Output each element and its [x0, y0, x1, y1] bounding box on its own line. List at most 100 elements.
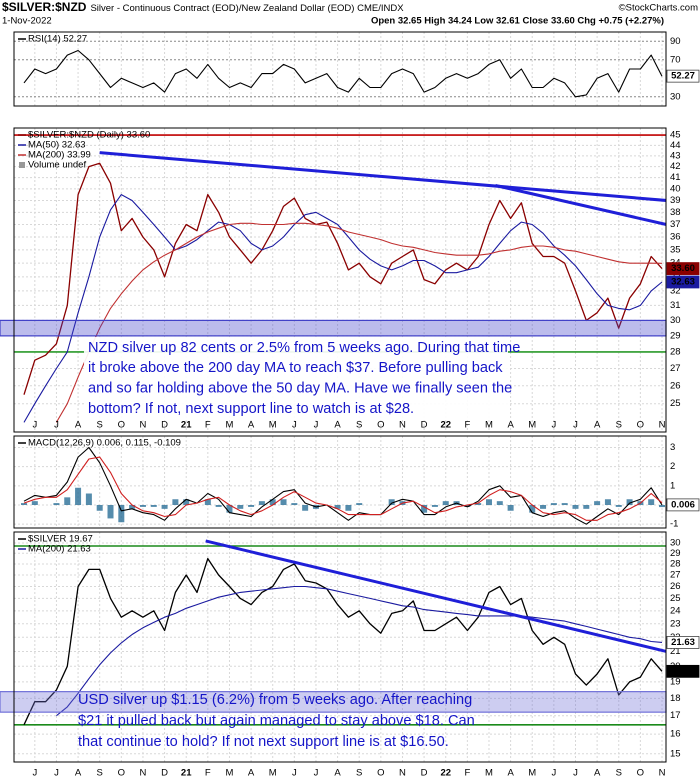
y-tick-label: 26: [670, 581, 681, 592]
value-tag-label: 21.63: [671, 637, 695, 648]
x-tick-label: S: [97, 420, 103, 431]
panel-plot: [14, 436, 666, 528]
annotation-line: NZD silver up 82 cents or 2.5% from 5 we…: [88, 340, 520, 356]
histogram-bar: [118, 505, 125, 523]
x-tick-label: N: [399, 420, 406, 431]
histogram-bar: [529, 505, 536, 513]
y-tick-label: 30: [670, 537, 681, 548]
value-tag: [666, 262, 700, 275]
description: Silver - Continuous Contract (EOD)/New Z…: [90, 3, 404, 14]
histogram-bar: [237, 505, 244, 509]
x-tick-label: N: [140, 768, 147, 779]
x-tick-label: S: [356, 768, 362, 779]
x-tick-label: D: [421, 420, 428, 431]
histogram-bar: [421, 505, 428, 513]
y-tick-label: 90: [670, 36, 681, 47]
x-tick-label: M: [269, 768, 277, 779]
y-tick-label: 16: [670, 729, 681, 740]
legend-note: Volume undef: [28, 160, 86, 171]
histogram-bar: [356, 503, 363, 505]
x-tick-label: O: [637, 768, 644, 779]
x-tick-label: 21: [181, 768, 192, 779]
x-tick-label: J: [314, 420, 319, 431]
histogram-bar: [258, 501, 265, 505]
y-tick-label: 30: [670, 91, 681, 102]
annotation-line: bottom? If not, next support line to wat…: [88, 401, 414, 417]
histogram-bar: [464, 505, 471, 507]
histogram-bar: [496, 501, 503, 505]
x-tick-label: O: [118, 768, 125, 779]
histogram-bar: [280, 499, 287, 505]
panel-plot: [14, 32, 666, 106]
histogram-bar: [345, 505, 352, 511]
histogram-bar: [615, 505, 622, 507]
y-tick-label: 1: [670, 480, 675, 491]
histogram-bar: [172, 499, 179, 505]
histogram-bar: [594, 501, 601, 505]
y-tick-label: 38: [670, 207, 681, 218]
histogram-bar: [64, 497, 71, 505]
x-tick-label: A: [75, 768, 82, 779]
annotation-line: it broke above the 200 day MA to reach $…: [88, 360, 503, 376]
series-line: [23, 49, 663, 98]
x-tick-label: F: [205, 768, 211, 779]
histogram-bar: [150, 505, 157, 507]
x-tick-label: O: [637, 420, 644, 431]
x-tick-label: J: [314, 768, 319, 779]
x-tick-label: M: [528, 420, 536, 431]
x-tick-label: S: [616, 768, 622, 779]
y-tick-label: 27: [670, 363, 681, 374]
x-tick-label: A: [248, 420, 255, 431]
date: 1-Nov-2022: [2, 16, 52, 27]
x-tick-label: J: [54, 768, 59, 779]
legend-entry: $SILVER:$NZD (Daily) 33.60: [28, 130, 150, 141]
x-tick-label: S: [616, 420, 622, 431]
x-tick-label: J: [54, 420, 59, 431]
series-line: [23, 446, 663, 525]
histogram-bar: [550, 503, 557, 505]
histogram-bar: [139, 505, 146, 507]
histogram-bar: [626, 499, 633, 505]
histogram-bar: [215, 505, 222, 507]
value-tag-label: 52.27: [671, 71, 695, 82]
legend-entry: MA(50) 32.63: [28, 140, 86, 151]
value-tag: [666, 498, 700, 512]
trendline: [205, 539, 666, 653]
legend-entry: $SILVER 19.67: [28, 534, 93, 545]
y-tick-label: 19: [670, 676, 681, 687]
x-tick-label: N: [659, 420, 666, 431]
x-tick-label: F: [464, 420, 470, 431]
histogram-bar: [572, 505, 579, 509]
histogram-bar: [583, 505, 590, 509]
y-tick-label: 70: [670, 54, 681, 65]
x-tick-label: A: [334, 768, 341, 779]
histogram-bar: [442, 501, 449, 505]
x-tick-label: D: [421, 768, 428, 779]
x-tick-label: M: [225, 768, 233, 779]
annotation-line: that continue to hold? If not next suppo…: [78, 734, 449, 750]
x-tick-label: M: [485, 420, 493, 431]
value-tag: [666, 664, 700, 678]
y-tick-label: 29: [670, 548, 681, 559]
x-tick-label: N: [140, 420, 147, 431]
x-tick-label: M: [528, 768, 536, 779]
y-tick-label: 29: [670, 330, 681, 341]
x-tick-label: A: [248, 768, 255, 779]
histogram-bar: [85, 493, 92, 505]
annotation-line: and so far holding above the 50 day MA. …: [88, 380, 512, 396]
histogram-bar: [302, 505, 309, 511]
x-tick-label: A: [594, 420, 601, 431]
x-tick-label: O: [118, 420, 125, 431]
y-tick-label: -1: [670, 519, 678, 530]
header-title: $SILVER:$NZD Silver - Continuous Contract…: [2, 0, 404, 14]
panel-frame: [13, 127, 667, 433]
y-tick-label: 30: [670, 315, 681, 326]
histogram-bar: [485, 499, 492, 505]
value-tag: [666, 69, 700, 83]
x-tick-label: J: [573, 768, 578, 779]
x-tick-label: J: [551, 768, 556, 779]
series-line: [23, 557, 663, 726]
histogram-bar: [561, 503, 568, 505]
x-tick-label: 22: [440, 768, 451, 779]
